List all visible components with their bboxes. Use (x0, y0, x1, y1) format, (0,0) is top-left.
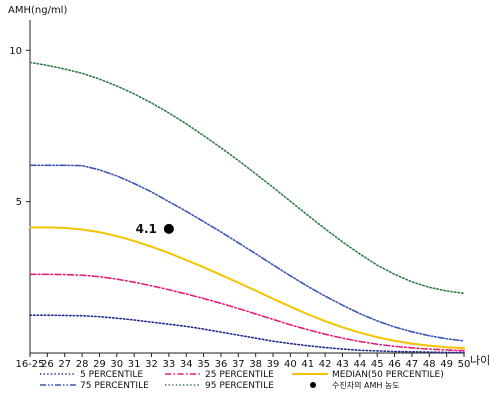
x-tick-label: 40 (284, 359, 297, 370)
x-tick-label: 44 (353, 359, 366, 370)
patient-amh-label: 4.1 (136, 222, 157, 236)
x-tick-label: 33 (163, 359, 176, 370)
legend-label: 95 PERCENTILE (205, 381, 274, 391)
series-layer (29, 61, 465, 354)
x-tick-label: 38 (249, 359, 262, 370)
x-tick-label: 47 (406, 359, 419, 370)
legend-label: 75 PERCENTILE (80, 381, 149, 391)
x-tick-label: 37 (232, 359, 245, 370)
series-line-median-50-percentile (29, 226, 465, 350)
x-tick-label: 36 (215, 359, 228, 370)
x-tick-label: 45 (371, 359, 384, 370)
x-tick-label: 16-25 (15, 359, 44, 370)
x-tick-label: 42 (319, 359, 332, 370)
x-tick-label: 41 (301, 359, 314, 370)
series-line-75-percentile (29, 164, 465, 342)
x-tick-label: 34 (180, 359, 193, 370)
x-tick-label: 27 (58, 359, 71, 370)
x-tick-label: 29 (93, 359, 106, 370)
x-tick-label: 31 (128, 359, 141, 370)
legend-label: MEDIAN(50 PERCENTILE) (332, 370, 444, 380)
x-axis-title: 나이 (470, 354, 490, 367)
y-axis-title: AMH(ng/ml) (8, 5, 67, 16)
x-tick-label: 35 (197, 359, 210, 370)
patient-amh-point (163, 223, 174, 234)
legend-marker (310, 382, 316, 388)
y-tick-label: 10 (9, 46, 22, 57)
x-tick-label: 48 (423, 359, 436, 370)
legend-label: 수진자의 AMH 농도 (332, 380, 400, 390)
x-tick-label: 28 (76, 359, 89, 370)
legend-label: 5 PERCENTILE (80, 370, 143, 380)
x-tick-label: 46 (388, 359, 401, 370)
x-tick-label: 50 (458, 359, 471, 370)
x-tick-label: 32 (145, 359, 158, 370)
x-tick-label: 39 (267, 359, 280, 370)
point-layer: 4.1 (136, 222, 174, 236)
series-line-5-percentile (29, 314, 465, 354)
x-tick-label: 43 (336, 359, 349, 370)
x-tick-label: 49 (440, 359, 453, 370)
x-tick-label: 26 (41, 359, 54, 370)
legend-label: 25 PERCENTILE (205, 370, 274, 380)
legend: 5 PERCENTILE 25 PERCENTILE MEDIAN(50 PERCE… (40, 370, 444, 391)
y-tick-label: 5 (16, 197, 22, 208)
series-line-25-percentile (29, 273, 465, 352)
series-line-95-percentile (29, 61, 465, 295)
x-tick-label: 30 (110, 359, 123, 370)
